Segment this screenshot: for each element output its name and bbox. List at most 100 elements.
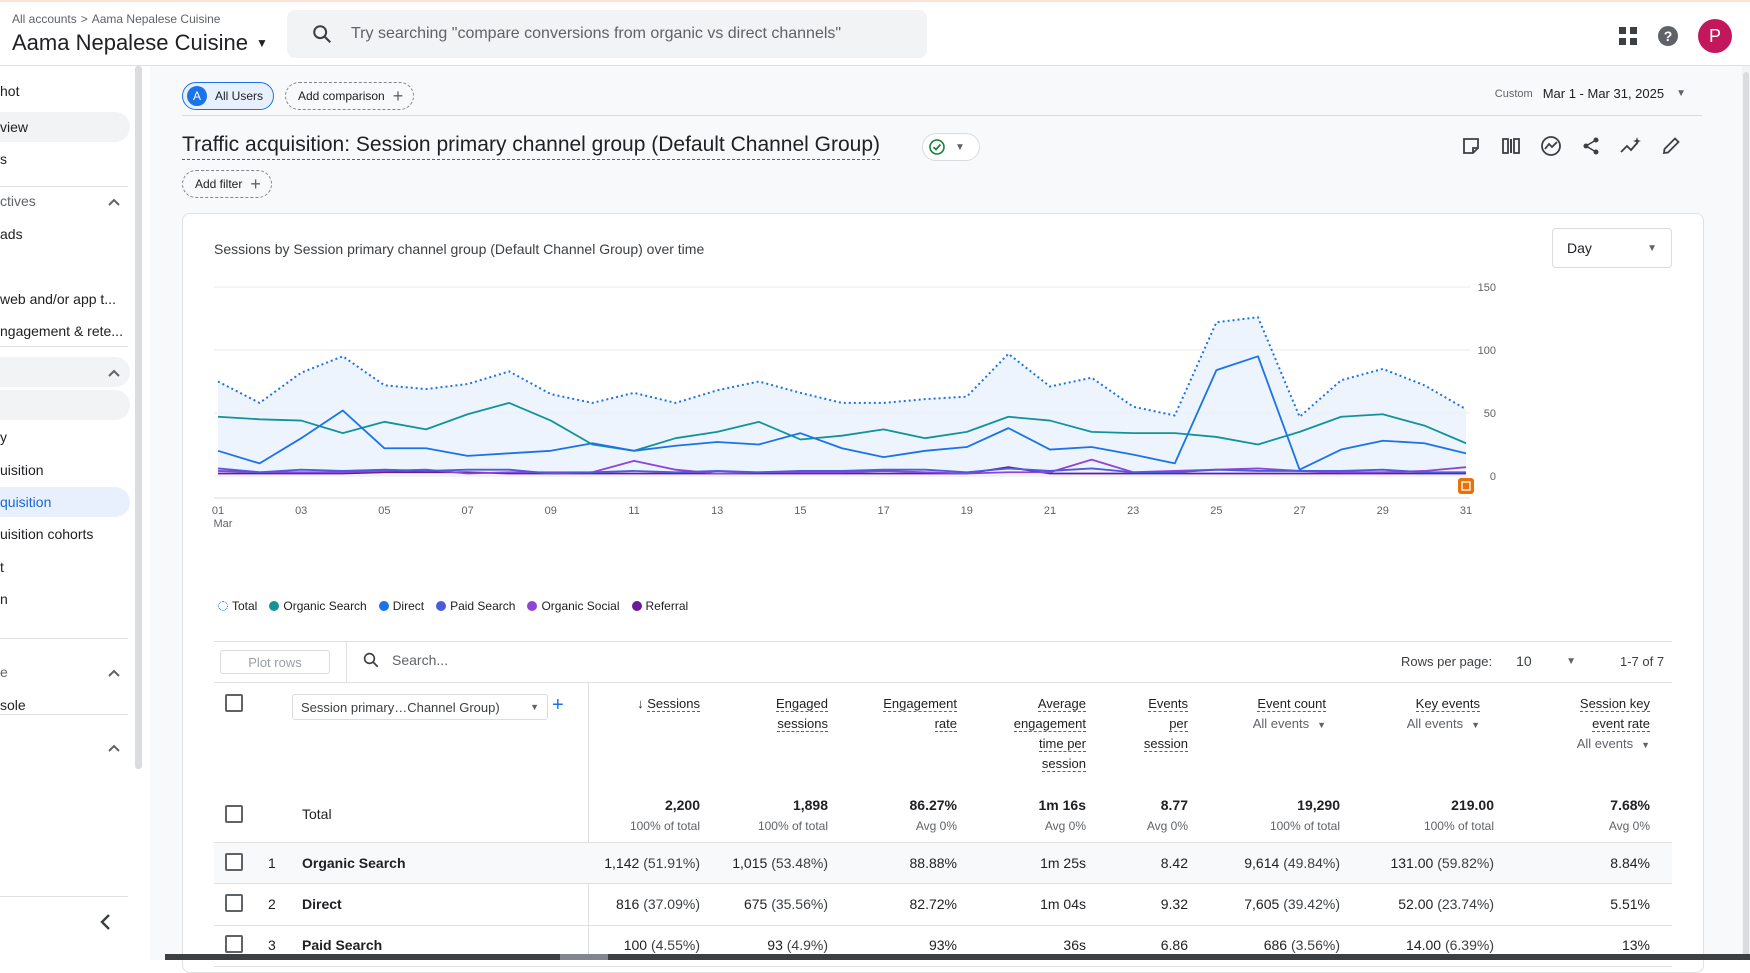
legend-item-direct[interactable]: Direct bbox=[378, 599, 424, 613]
plus-icon: + bbox=[250, 173, 261, 194]
segment-chip-all-users[interactable]: A All Users bbox=[182, 82, 275, 110]
sidebar-section-objectives[interactable]: ctives bbox=[0, 186, 130, 216]
edit-pencil-icon[interactable] bbox=[1658, 133, 1684, 159]
share-icon[interactable] bbox=[1578, 133, 1604, 159]
sidebar-item-console[interactable]: sole bbox=[0, 697, 26, 713]
data-quality-status[interactable]: ▼ bbox=[922, 133, 980, 161]
sidebar-section-e[interactable]: e bbox=[0, 657, 130, 687]
row-checkbox[interactable] bbox=[225, 894, 243, 912]
sidebar-scrollbar[interactable] bbox=[135, 66, 142, 769]
column-header-session-key-event-rate[interactable]: Session key event rate All events ▼ bbox=[1577, 694, 1650, 755]
select-all-checkbox[interactable] bbox=[225, 694, 243, 712]
search-input[interactable] bbox=[351, 25, 891, 43]
date-range-type: Custom bbox=[1494, 87, 1533, 100]
granularity-value: Day bbox=[1567, 240, 1592, 256]
apps-grid-icon[interactable] bbox=[1608, 16, 1648, 56]
sidebar-item-acquisition-overview[interactable] bbox=[0, 390, 130, 420]
cell-engagement-rate: 82.72% bbox=[909, 896, 957, 912]
compare-columns-icon[interactable] bbox=[1498, 133, 1524, 159]
cell-value: 1,015 bbox=[732, 855, 768, 871]
header-actions: ? P bbox=[1608, 16, 1750, 56]
legend-swatch bbox=[218, 601, 228, 611]
avatar[interactable]: P bbox=[1698, 19, 1732, 53]
help-icon[interactable]: ? bbox=[1648, 16, 1688, 56]
sidebar-item-user-acquisition[interactable]: uisition bbox=[0, 462, 44, 478]
page-title[interactable]: Traffic acquisition: Session primary cha… bbox=[182, 133, 881, 160]
legend-swatch bbox=[269, 601, 280, 611]
segment-letter-badge: A bbox=[187, 86, 207, 106]
event-filter-select[interactable]: All events ▼ bbox=[1577, 734, 1650, 755]
sidebar-section-acquisition[interactable] bbox=[0, 357, 130, 387]
date-range-picker[interactable]: Custom Mar 1 - Mar 31, 2025 ▼ bbox=[1495, 86, 1686, 101]
column-header-events-per-session[interactable]: Events per session bbox=[1143, 694, 1188, 754]
anomaly-marker-icon bbox=[1458, 478, 1474, 494]
sidebar-divider bbox=[0, 714, 128, 715]
sidebar-item-engagement-retention[interactable]: ngagement & rete... bbox=[0, 323, 123, 339]
add-filter-label: Add filter bbox=[195, 177, 243, 191]
caret-down-icon: ▼ bbox=[530, 702, 539, 712]
sidebar-item-traffic-acquisition[interactable]: quisition bbox=[0, 487, 130, 517]
table-search-input[interactable] bbox=[392, 652, 592, 668]
table-row[interactable] bbox=[214, 843, 1672, 884]
sidebar-item-overview[interactable]: view bbox=[0, 112, 130, 142]
total-key-events: 219.00 bbox=[1451, 797, 1494, 813]
sidebar-item-n[interactable]: n bbox=[0, 591, 8, 607]
sidebar-item-y[interactable]: y bbox=[0, 429, 7, 445]
insights-chart-icon[interactable] bbox=[1538, 133, 1564, 159]
legend-item-organic-search[interactable]: Organic Search bbox=[269, 599, 367, 613]
toolbar-divider bbox=[182, 115, 1702, 116]
granularity-select[interactable]: Day ▼ bbox=[1552, 228, 1672, 268]
add-comparison-button[interactable]: Add comparison + bbox=[285, 82, 415, 110]
column-label: Session key bbox=[1579, 696, 1650, 712]
horizontal-scrollbar[interactable] bbox=[165, 954, 1750, 960]
add-filter-button[interactable]: Add filter + bbox=[182, 170, 272, 198]
legend-item-organic-social[interactable]: Organic Social bbox=[527, 599, 620, 613]
event-filter-select[interactable]: All events ▼ bbox=[1253, 714, 1326, 735]
breadcrumb-property[interactable]: Aama Nepalese Cuisine bbox=[91, 12, 221, 26]
column-header-event-count[interactable]: Event count All events ▼ bbox=[1253, 694, 1326, 735]
row-channel-name: Organic Search bbox=[302, 855, 406, 871]
sidebar-section-collapsed[interactable] bbox=[0, 732, 130, 762]
property-selector[interactable]: Aama Nepalese Cuisine ▼ bbox=[12, 30, 268, 56]
insights-note-icon[interactable] bbox=[1458, 133, 1484, 159]
row-checkbox[interactable] bbox=[225, 853, 243, 871]
sidebar-item-snapshot[interactable]: hot bbox=[0, 83, 20, 99]
cell-percent: (49.84%) bbox=[1283, 855, 1340, 871]
table-search[interactable] bbox=[362, 651, 592, 669]
search-bar[interactable] bbox=[287, 10, 927, 58]
column-header-key-events[interactable]: Key events All events ▼ bbox=[1407, 694, 1480, 735]
cell-events-per-session: 8.42 bbox=[1160, 855, 1188, 871]
cell-key-events: 131.00 (59.82%) bbox=[1390, 855, 1494, 871]
dimension-selector[interactable]: Session primary…Channel Group) ▼ bbox=[292, 694, 548, 720]
horizontal-scrollbar-thumb[interactable] bbox=[560, 954, 608, 960]
legend-item-total[interactable]: Total bbox=[218, 599, 257, 613]
breadcrumb-all-accounts[interactable]: All accounts bbox=[12, 12, 77, 26]
column-header-sessions[interactable]: ↓ Sessions bbox=[637, 694, 700, 714]
table-row[interactable] bbox=[214, 885, 1672, 926]
add-dimension-icon[interactable]: + bbox=[552, 694, 564, 716]
sidebar-item-s[interactable]: s bbox=[0, 151, 7, 167]
cell-percent: (39.42%) bbox=[1283, 896, 1340, 912]
sidebar-item-web-app-traffic[interactable]: web and/or app t... bbox=[0, 291, 116, 307]
page-scrollbar-thumb[interactable] bbox=[1743, 72, 1749, 960]
trend-sparkle-icon[interactable] bbox=[1618, 133, 1644, 159]
legend-item-referral[interactable]: Referral bbox=[631, 599, 688, 613]
plot-rows-button[interactable]: Plot rows bbox=[220, 650, 330, 674]
caret-down-icon: ▼ bbox=[1647, 242, 1657, 254]
sidebar-item-t[interactable]: t bbox=[0, 559, 4, 575]
rows-per-page-select[interactable]: 10 bbox=[1516, 653, 1532, 669]
caret-down-icon[interactable]: ▼ bbox=[1566, 655, 1576, 667]
row-checkbox[interactable] bbox=[225, 935, 243, 953]
collapse-nav-icon[interactable] bbox=[96, 912, 116, 932]
column-header-average-engagement-time[interactable]: Average engagement time per session bbox=[1013, 694, 1086, 774]
event-filter-select[interactable]: All events ▼ bbox=[1407, 714, 1480, 735]
sidebar-item-leads[interactable]: ads bbox=[0, 226, 23, 242]
row-channel-name: Paid Search bbox=[302, 937, 383, 953]
legend-item-paid-search[interactable]: Paid Search bbox=[436, 599, 515, 613]
column-header-engaged-sessions[interactable]: Engaged sessions bbox=[775, 694, 828, 734]
column-header-engagement-rate[interactable]: Engagement rate bbox=[883, 694, 957, 734]
sidebar-item-acquisition-cohorts[interactable]: uisition cohorts bbox=[0, 526, 94, 542]
page-scrollbar[interactable] bbox=[1742, 66, 1750, 960]
cell-value: 816 bbox=[615, 896, 640, 912]
total-row-checkbox[interactable] bbox=[225, 805, 243, 823]
